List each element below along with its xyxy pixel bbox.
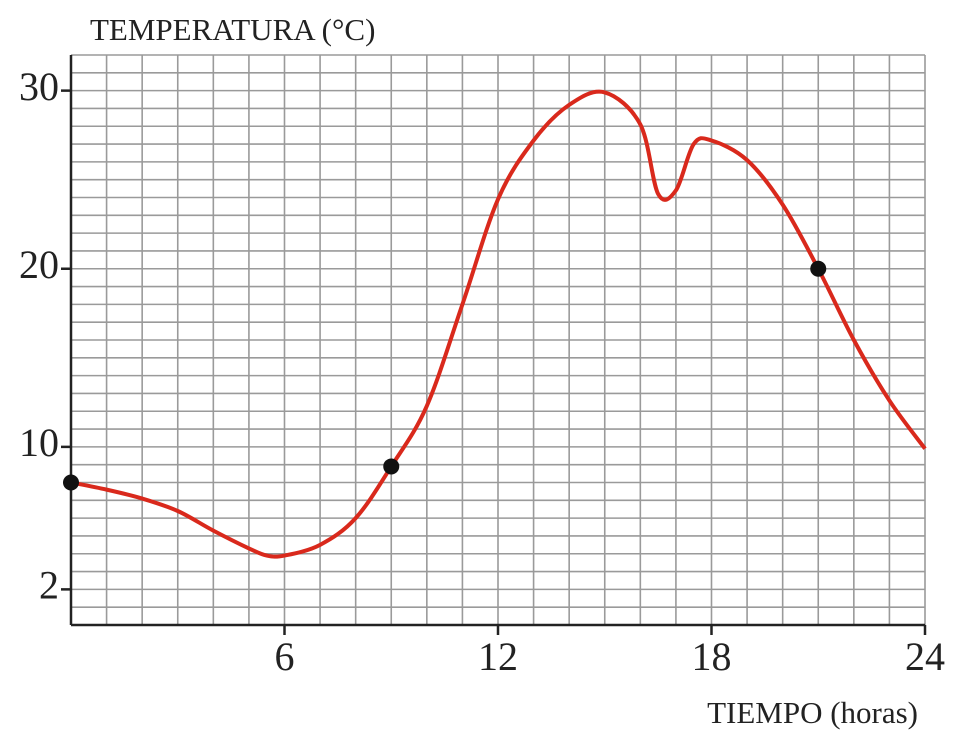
y-axis-label: TEMPERATURA (°C) [90,12,375,47]
y-tick-label: 20 [19,242,59,287]
x-tick-label: 24 [905,634,945,679]
y-tick-label: 2 [39,563,59,608]
point [383,458,400,475]
point [810,260,827,277]
x-tick-label: 12 [478,634,518,679]
x-tick-label: 6 [275,634,295,679]
y-tick-label: 30 [19,64,59,109]
line [70,89,927,559]
point [63,474,79,491]
x-tick-label: 18 [692,634,732,679]
x-axis-label: TIEMPO (horas) [707,695,918,730]
y-tick-label: 10 [19,420,59,465]
